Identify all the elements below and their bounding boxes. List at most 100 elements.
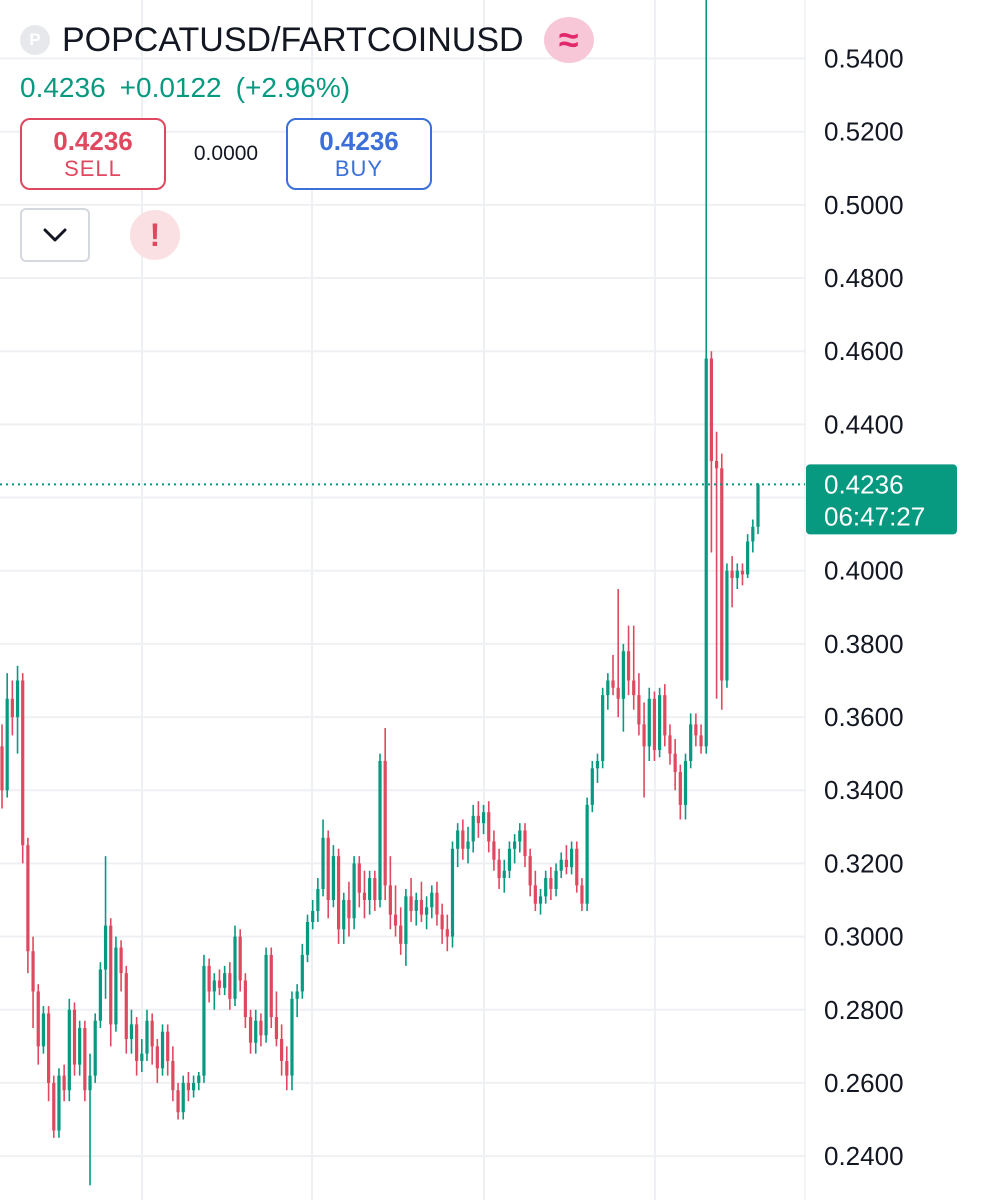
sell-label: SELL (64, 156, 122, 181)
sell-button[interactable]: 0.4236 SELL (20, 118, 166, 190)
sell-price: 0.4236 (53, 126, 133, 156)
collapse-button[interactable] (20, 208, 90, 262)
candle-body (388, 885, 392, 915)
candle-body (0, 746, 4, 791)
candle-body (352, 863, 356, 919)
price-change: +0.0122 (119, 72, 222, 103)
last-price-tag-value: 0.4236 (824, 469, 904, 499)
candle-body (564, 859, 569, 868)
candle-body (207, 965, 211, 992)
candle-body (305, 921, 310, 955)
candle-body (243, 980, 247, 1018)
quote-row: 0.4236 +0.0122 (+2.96%) (20, 72, 594, 104)
last-price-tag: 0.4236 06:47:27 (806, 464, 957, 535)
candle-body (311, 910, 315, 922)
candle-body (559, 859, 563, 871)
candle-body (544, 878, 548, 897)
price-change-percent: (+2.96%) (235, 72, 351, 103)
candle-body (658, 695, 662, 750)
candle-body (98, 969, 102, 1021)
candle-body (492, 841, 496, 860)
candle-body (647, 698, 651, 747)
candle-body (678, 771, 682, 805)
candle-body (78, 1028, 82, 1065)
buy-label: BUY (334, 156, 384, 181)
candle-body (357, 863, 361, 893)
candle-body (150, 1020, 154, 1047)
candle-body (26, 845, 30, 952)
candle-body (497, 859, 501, 879)
price-tick-label: 0.3800 (824, 629, 904, 659)
candle-body (248, 1017, 253, 1043)
candle-body (507, 848, 512, 871)
approx-icon[interactable]: ≈ (543, 17, 594, 63)
price-tick-label: 0.5000 (824, 190, 904, 220)
candle-body (445, 929, 449, 937)
candle-body (585, 804, 589, 904)
candle-body (362, 892, 367, 900)
candle-body (424, 907, 429, 915)
candle-body (72, 1009, 77, 1065)
candle-body (202, 965, 206, 1076)
candle-body (419, 900, 424, 915)
candle-body (580, 885, 584, 904)
candle-body (347, 900, 351, 919)
last-price-tag-bg (806, 464, 957, 535)
candle-body (466, 841, 470, 849)
candle-body (274, 1017, 279, 1040)
candle-body (52, 1082, 56, 1131)
candle-body (601, 695, 605, 761)
candle-body (160, 1031, 165, 1069)
candlestick-series (0, 0, 760, 1186)
candle-body (626, 651, 631, 681)
symbol-header: P POPCATUSD/FARTCOINUSD ≈ 0.4236 +0.0122 (… (20, 16, 594, 262)
candle-body (57, 1075, 61, 1131)
symbol-title[interactable]: POPCATUSD/FARTCOINUSD (62, 20, 524, 59)
candle-body (171, 1060, 175, 1091)
price-tick-label: 0.4400 (824, 409, 904, 439)
candle-body (145, 1020, 149, 1054)
candle-body (103, 925, 108, 970)
candle-body (373, 878, 377, 900)
candle-body (109, 925, 113, 1025)
candle-body (663, 695, 667, 736)
candle-body (326, 837, 330, 900)
candle-body (450, 848, 455, 937)
candle-body (264, 954, 268, 1036)
coin-logo-icon: P (20, 25, 50, 55)
candle-body (637, 695, 641, 725)
candle-body (621, 651, 625, 699)
candle-body (368, 878, 372, 900)
exclamation-icon[interactable]: ! (130, 210, 180, 260)
candle-body (689, 724, 693, 761)
candle-body (740, 570, 745, 575)
candle-body (124, 973, 128, 1040)
price-axis[interactable]: 0.2400 0.2600 0.2800 0.3000 0.3200 0.3400 0.36… (824, 44, 904, 1172)
price-tick-label: 0.4600 (824, 336, 904, 366)
candle-body (471, 815, 475, 842)
candle-body (5, 698, 9, 791)
buy-button[interactable]: 0.4236 BUY (286, 118, 432, 190)
candle-body (62, 1075, 66, 1091)
candle-body (673, 753, 677, 772)
candle-body (590, 768, 594, 805)
candle-body (725, 570, 729, 681)
candle-body (383, 760, 387, 886)
candle-body (114, 947, 118, 1025)
candle-body (269, 954, 273, 1018)
tools-row: ! (20, 208, 594, 262)
candle-body (632, 680, 636, 696)
candle-body (751, 526, 755, 542)
candle-body (336, 856, 341, 930)
candle-body (487, 812, 491, 842)
candle-body (300, 954, 304, 992)
candle-body (140, 1053, 144, 1061)
candle-body (129, 1024, 134, 1040)
candle-body (709, 358, 714, 461)
candle-body (518, 830, 522, 842)
candle-body (217, 980, 222, 988)
candle-body (481, 812, 486, 824)
candle-body (611, 680, 615, 688)
candle-body (21, 680, 25, 846)
